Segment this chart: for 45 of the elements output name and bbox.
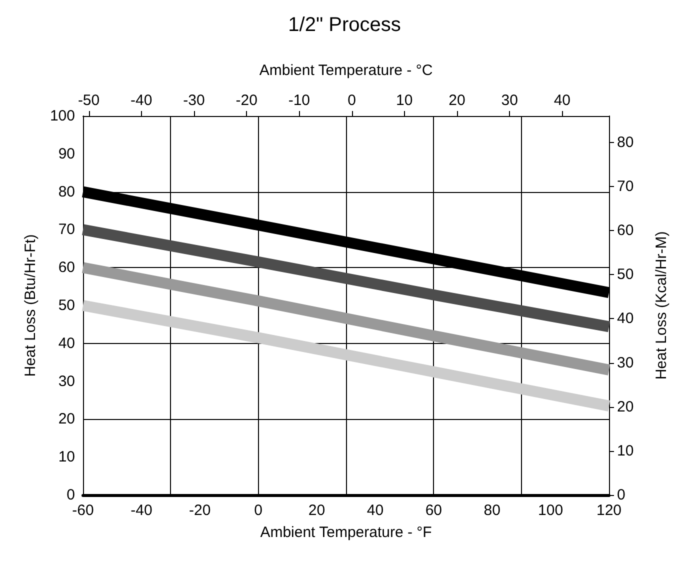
x-tick-label: 60 (425, 502, 442, 519)
y2-tick-label: 40 (617, 310, 634, 328)
y-axis-title: Heat Loss (Btu/Hr-Ft) (22, 234, 39, 377)
x-tick-label: 120 (596, 502, 622, 519)
x2-tick-label: -50 (78, 92, 100, 109)
y-tick-label: 70 (58, 221, 75, 238)
x-tick-label: 40 (366, 502, 384, 519)
x2-tick-label: 0 (348, 92, 356, 109)
x2-tick-label: 20 (448, 92, 466, 109)
y-tick-label: 30 (58, 372, 75, 390)
y2-tick-label: 70 (617, 178, 634, 196)
x2-tick-label: 30 (501, 92, 518, 109)
y-tick-label: 60 (58, 259, 75, 276)
x2-tick-label: 40 (554, 92, 571, 109)
chart-title: 1/2" Process (288, 14, 401, 36)
y2-tick-label: 60 (617, 222, 634, 240)
y2-tick-label: 20 (617, 398, 634, 416)
x2-tick-label: 10 (396, 92, 413, 109)
x-tick-label: 100 (538, 502, 564, 519)
x2-tick-label: -10 (288, 92, 310, 109)
y2-tick-label: 50 (617, 266, 634, 284)
x2-tick-label: -20 (236, 92, 258, 109)
x-tick-label: 20 (308, 502, 326, 519)
x-tick-label: -60 (72, 502, 94, 519)
y-tick-label: 0 (66, 486, 75, 504)
y-tick-label: 80 (58, 183, 75, 200)
x-tick-label: 80 (484, 502, 500, 519)
y2-tick-label: 10 (617, 442, 634, 460)
y2-tick-label: 30 (617, 354, 634, 372)
y-tick-label: 90 (58, 145, 75, 162)
y-tick-label: 10 (58, 448, 75, 466)
x-tick-label: -40 (130, 502, 152, 519)
y2-axis-title: Heat Loss (Kcal/Hr-M) (653, 231, 670, 380)
x-tick-label: 0 (254, 502, 263, 519)
x2-tick-label: -40 (130, 92, 152, 109)
x2-tick-label: -30 (183, 92, 205, 109)
y-tick-label: 100 (50, 108, 75, 124)
y-tick-label: 50 (58, 297, 75, 314)
x-tick-label: -20 (189, 502, 211, 519)
x-axis-title: Ambient Temperature - °F (260, 524, 432, 541)
y-tick-label: 20 (58, 410, 75, 428)
y2-tick-label: 80 (617, 134, 634, 151)
y-tick-label: 40 (58, 334, 75, 352)
x2-axis-title: Ambient Temperature - °C (259, 62, 433, 79)
y2-tick-label: 0 (617, 486, 626, 504)
